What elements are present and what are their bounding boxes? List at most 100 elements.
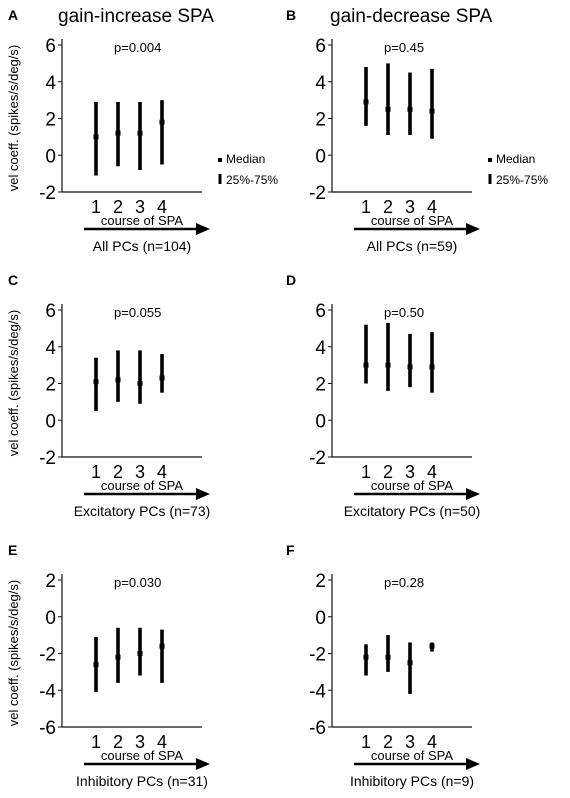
p-value: p=0.45 [384,40,424,55]
panel-letter: F [286,542,295,558]
x-tick-label: 2 [383,732,393,752]
group-label: All PCs (n=104) [93,238,191,254]
x-tick-label: 1 [91,732,101,752]
median-marker [93,134,99,140]
x-axis-label: course of SPA [371,478,453,493]
x-tick-label: 1 [361,197,371,217]
x-tick-label: 4 [157,732,167,752]
median-marker [93,662,99,668]
x-tick-label: 1 [361,462,371,482]
x-axis-label: course of SPA [371,213,453,228]
y-tick-label: -2 [39,448,56,469]
y-tick-label: 2 [45,571,56,592]
group-label: Excitatory PCs (n=73) [74,503,211,519]
p-value: p=0.030 [114,575,161,590]
group-label: Excitatory PCs (n=50) [344,503,481,519]
y-tick-label: 0 [315,608,326,629]
median-marker [363,99,369,105]
legend-median-marker [218,158,222,162]
y-tick-label: 0 [45,146,56,167]
legend-median-marker [488,158,492,162]
median-marker [93,379,99,385]
panel-letter: D [286,272,296,288]
course-arrow-head [466,758,480,770]
y-tick-label: 2 [315,375,326,396]
y-tick-label: 4 [45,338,56,359]
x-axis-label: course of SPA [101,213,183,228]
group-label: Inhibitory PCs (n=9) [350,773,474,789]
x-tick-label: 2 [383,462,393,482]
course-arrow-head [466,223,480,235]
x-tick-label: 1 [91,462,101,482]
x-tick-label: 3 [405,732,415,752]
median-marker [385,362,391,368]
x-tick-label: 2 [383,197,393,217]
course-arrow-head [466,488,480,500]
panel-letter: E [8,542,17,558]
median-marker [137,130,143,136]
median-marker [429,643,435,649]
x-tick-label: 4 [427,732,437,752]
panel-letter: A [8,7,18,23]
course-arrow-head [196,223,210,235]
y-tick-label: 6 [45,36,56,57]
y-tick-label: 0 [315,411,326,432]
x-tick-label: 3 [135,462,145,482]
course-arrow-head [196,758,210,770]
y-tick-label: 0 [45,411,56,432]
median-marker [137,381,143,386]
panel-a: Ap=0.004 -2 0 2 4 6 vel coeff. (spikes/s/deg/s… [6,7,278,254]
panel-e: Ep=0.030 -6 -4 -2 0 2 vel coeff. (spikes/s/deg… [6,542,210,789]
x-tick-label: 2 [113,197,123,217]
y-tick-label: 4 [45,73,56,94]
panel-letter: C [8,272,18,288]
median-marker [115,654,121,660]
y-tick-label: 6 [315,36,326,57]
legend-range-label: 25%-75% [496,173,548,187]
column-title-gain-increase: gain-increase SPA [58,6,214,27]
x-tick-label: 3 [135,732,145,752]
y-axis-label: vel coeff. (spikes/s/deg/s) [6,580,21,726]
y-tick-label: 2 [45,110,56,131]
median-marker [137,651,143,656]
x-tick-label: 4 [427,197,437,217]
y-axis-label: vel coeff. (spikes/s/deg/s) [6,45,21,191]
median-marker [407,106,413,112]
x-tick-label: 3 [405,462,415,482]
median-marker [159,375,165,381]
x-tick-label: 1 [361,732,371,752]
median-marker [407,660,413,666]
median-marker [159,119,165,125]
group-label: Inhibitory PCs (n=31) [76,773,208,789]
y-tick-label: -4 [39,681,56,702]
median-marker [407,364,413,370]
panel-letter: B [286,7,296,23]
y-tick-label: 4 [315,338,326,359]
p-value: p=0.004 [114,40,161,55]
x-tick-label: 2 [113,462,123,482]
y-tick-label: 2 [315,571,326,592]
y-tick-label: 6 [45,301,56,322]
y-tick-label: -2 [39,645,56,666]
y-tick-label: 4 [315,73,326,94]
median-marker [363,654,369,660]
y-tick-label: 2 [45,375,56,396]
y-tick-label: -6 [39,718,56,739]
legend-median-label: Median [496,152,535,166]
x-axis-label: course of SPA [101,478,183,493]
x-tick-label: 2 [113,732,123,752]
median-marker [115,377,121,383]
median-marker [159,643,165,649]
column-title-gain-decrease: gain-decrease SPA [330,6,493,27]
y-tick-label: -6 [309,718,326,739]
x-tick-label: 4 [427,462,437,482]
p-value: p=0.055 [114,305,161,320]
median-marker [115,130,121,136]
y-tick-label: -2 [309,645,326,666]
y-tick-label: 0 [315,146,326,167]
y-tick-label: 0 [45,608,56,629]
panels: Ap=0.004 -2 0 2 4 6 vel coeff. (spikes/s/deg/s… [6,7,548,789]
